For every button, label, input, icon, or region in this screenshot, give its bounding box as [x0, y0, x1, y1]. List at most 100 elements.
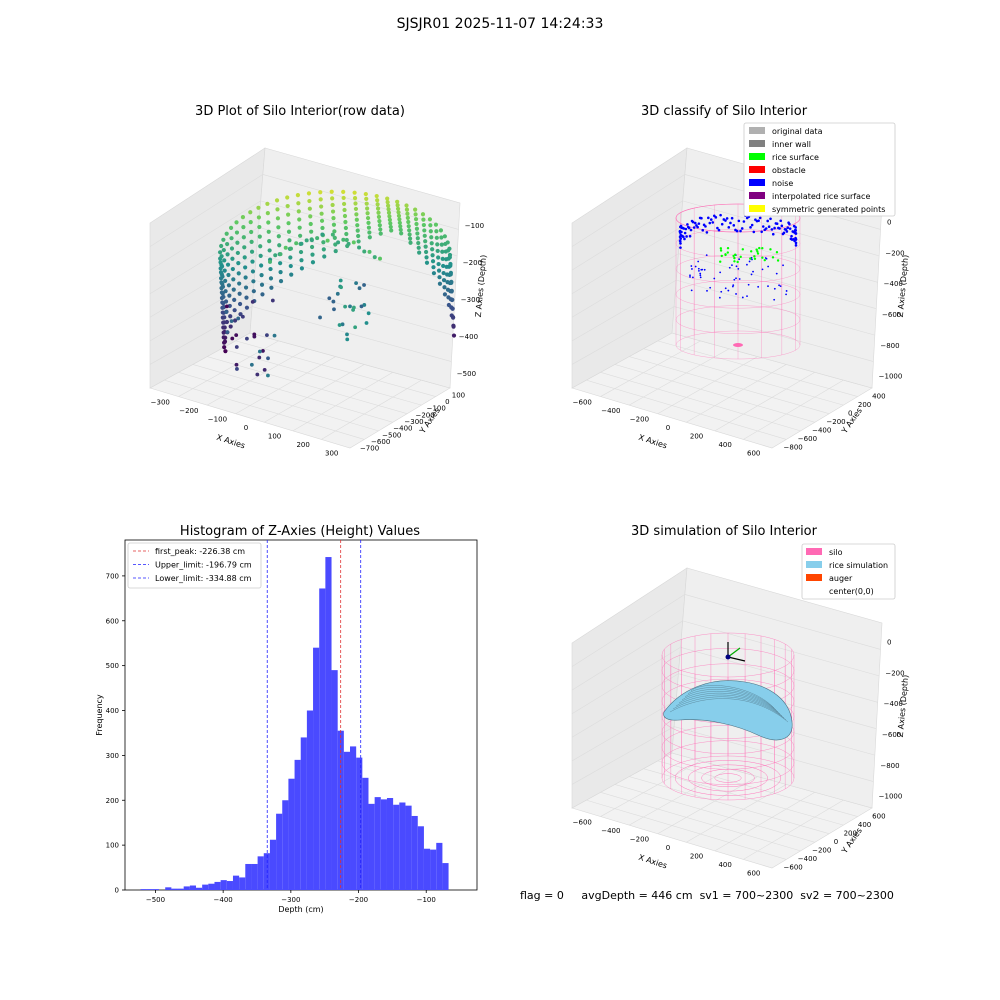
- p1-scatter-point: [288, 255, 293, 260]
- p2-rice-surface-point: [758, 246, 761, 250]
- p1-scatter-point: [330, 202, 335, 208]
- p2-noise-point: [684, 227, 688, 231]
- p2-y-tick-label: 200: [858, 401, 871, 409]
- p2-z-axis-label: Z Axies (Depth): [896, 254, 910, 317]
- p2-z-tick-label: −200: [885, 249, 904, 257]
- p3-histogram-bar: [423, 848, 431, 890]
- p2-legend-swatch: [749, 140, 765, 147]
- p2-noise-point: [765, 257, 768, 260]
- p2-noise-point: [711, 221, 715, 224]
- p1-scatter-point: [375, 202, 380, 207]
- p1-scatter-point: [354, 281, 358, 286]
- p1-scatter-point: [377, 223, 382, 228]
- p3-histogram-bar: [165, 887, 172, 890]
- p2-legend: original data inner wall rice surface obsta…: [743, 122, 896, 217]
- p1-grid-line: [178, 371, 379, 432]
- p3-histogram-bar: [226, 881, 233, 890]
- p1-scatter-point: [352, 190, 357, 195]
- p2-x-tick-label: −400: [601, 407, 620, 415]
- p4-grid-line: [571, 594, 686, 667]
- p1-scatter-point: [352, 195, 358, 201]
- p3-x-tick-label: −500: [146, 896, 165, 904]
- p1-scatter-point: [327, 296, 332, 301]
- p1-scatter-point: [256, 205, 261, 210]
- p4-auger-axis: [727, 656, 746, 662]
- p2-noise-point: [794, 229, 798, 232]
- p3-histogram-bar: [362, 777, 369, 890]
- p2-grid-line: [743, 379, 844, 440]
- p1-scatter-point: [359, 304, 364, 309]
- p1-scatter-point: [276, 234, 281, 239]
- p3-histogram-bar: [380, 799, 387, 890]
- p3-y-tick-label: 700: [106, 572, 119, 580]
- p3-histogram-bar: [356, 757, 363, 890]
- p1-scatter-point: [322, 254, 327, 259]
- p1-scatter-point: [236, 271, 241, 276]
- p2-y-tick-label: −200: [826, 418, 845, 426]
- p4-legend-label: auger: [829, 574, 853, 583]
- p1-scatter-point: [295, 193, 301, 198]
- p1-scatter-point: [333, 242, 338, 247]
- p2-noise-point: [682, 227, 686, 230]
- p4-legend-label: silo: [829, 548, 843, 557]
- p2-rice-surface-point: [756, 250, 759, 253]
- p1-scatter-point: [424, 255, 429, 260]
- p1-scatter-point: [306, 191, 312, 196]
- p1-scatter-point: [309, 244, 315, 250]
- p1-scatter-point: [365, 215, 371, 221]
- p2-z-tick-label: −800: [880, 342, 899, 350]
- p1-scatter-point: [351, 305, 356, 310]
- p2-grid-line: [629, 356, 830, 415]
- p1-scatter-point: [223, 349, 228, 354]
- p2-x-tick-label: −600: [573, 398, 592, 406]
- p1-scatter-point: [325, 238, 330, 243]
- p2-noise-point: [690, 265, 693, 267]
- p1-scatter-point: [258, 244, 263, 249]
- p1-scatter-point: [319, 218, 325, 223]
- p1-scatter-point: [285, 203, 290, 209]
- p1-grid-line: [149, 174, 264, 247]
- p1-scatter-point: [366, 225, 372, 230]
- p2-rice-surface-point: [724, 253, 727, 257]
- p1-scatter-point: [226, 283, 232, 288]
- p1-grid-line: [321, 379, 422, 440]
- p1-scatter-point: [220, 300, 225, 305]
- p1-scatter-point: [261, 349, 265, 353]
- p1-scatter-point: [387, 214, 392, 219]
- p2-legend-label: obstacle: [772, 166, 806, 175]
- p4-x-tick-label: 400: [718, 861, 731, 869]
- p1-scatter-point: [441, 263, 446, 269]
- p1-scatter-point: [228, 225, 234, 231]
- p1-scatter-point: [448, 261, 453, 267]
- p1-grid-line: [235, 356, 336, 414]
- p1-scatter-point: [235, 250, 240, 256]
- p1-scatter-point: [424, 260, 430, 265]
- p1-scatter-point: [415, 236, 420, 241]
- p4-legend-swatch: [806, 574, 822, 581]
- p1-scatter-point: [221, 320, 226, 325]
- p1-scatter-point: [257, 349, 262, 354]
- p2-noise-point: [740, 227, 744, 230]
- p1-scatter-point: [250, 269, 256, 274]
- p2-z-tick-label: 0: [887, 219, 891, 227]
- p1-scatter-point: [232, 297, 237, 303]
- p2-x-tick-label: 0: [666, 424, 670, 432]
- p4-x-tick-label: −200: [630, 835, 649, 843]
- p1-scatter-point: [283, 245, 288, 250]
- p1-scatter-point: [436, 268, 442, 273]
- p1-scatter-point: [451, 333, 457, 338]
- p2-noise-point: [719, 213, 722, 217]
- p2-silo-center: [733, 343, 743, 347]
- p2-rice-surface-point: [719, 247, 723, 250]
- p1-scatter-point: [237, 301, 243, 307]
- p1-scatter-point: [388, 224, 393, 230]
- p1-y-tick-label: −400: [393, 425, 412, 433]
- p2-y-tick-label: 400: [872, 392, 885, 400]
- p1-scatter-point: [256, 215, 262, 220]
- p2-rice-surface-point: [719, 260, 722, 263]
- p1-scatter-point: [219, 243, 224, 249]
- p2-noise-point: [704, 225, 707, 228]
- p2-noise-point: [719, 271, 722, 274]
- p1-grid-line: [262, 174, 459, 230]
- p1-scatter-point: [436, 261, 441, 267]
